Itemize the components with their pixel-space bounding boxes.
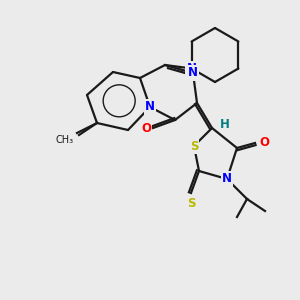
- Text: H: H: [220, 118, 230, 131]
- Text: S: S: [187, 197, 195, 210]
- Text: O: O: [141, 122, 151, 134]
- Text: S: S: [190, 140, 198, 152]
- Text: N: N: [187, 62, 196, 75]
- Text: N: N: [145, 100, 155, 113]
- Text: O: O: [259, 136, 269, 149]
- Text: N: N: [222, 172, 232, 185]
- Text: CH₃: CH₃: [56, 135, 74, 145]
- Text: N: N: [188, 67, 198, 80]
